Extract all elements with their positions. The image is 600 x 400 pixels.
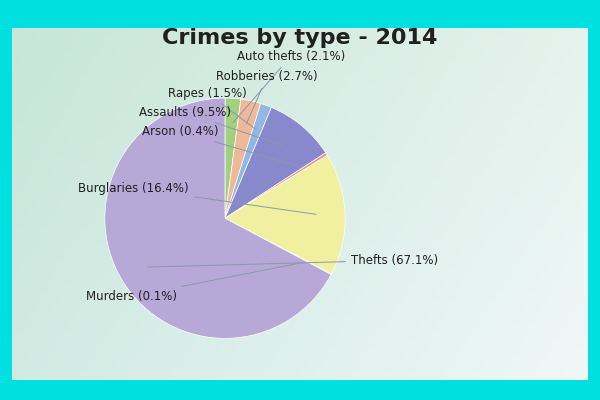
- Text: Murders (0.1%): Murders (0.1%): [86, 262, 305, 303]
- Text: Burglaries (16.4%): Burglaries (16.4%): [79, 182, 316, 214]
- Wedge shape: [225, 108, 326, 218]
- Text: Rapes (1.5%): Rapes (1.5%): [168, 87, 255, 128]
- Wedge shape: [225, 104, 271, 218]
- Wedge shape: [225, 99, 261, 218]
- Wedge shape: [225, 98, 241, 218]
- Text: Arson (0.4%): Arson (0.4%): [142, 125, 301, 167]
- Wedge shape: [225, 153, 328, 218]
- Text: Auto thefts (2.1%): Auto thefts (2.1%): [233, 50, 345, 123]
- Text: Robberies (2.7%): Robberies (2.7%): [216, 70, 318, 124]
- Text: Thefts (67.1%): Thefts (67.1%): [148, 254, 438, 267]
- Wedge shape: [225, 155, 345, 274]
- Wedge shape: [105, 98, 331, 338]
- Wedge shape: [225, 218, 331, 274]
- Text: Crimes by type - 2014: Crimes by type - 2014: [163, 28, 437, 48]
- Text: Assaults (9.5%): Assaults (9.5%): [139, 106, 283, 145]
